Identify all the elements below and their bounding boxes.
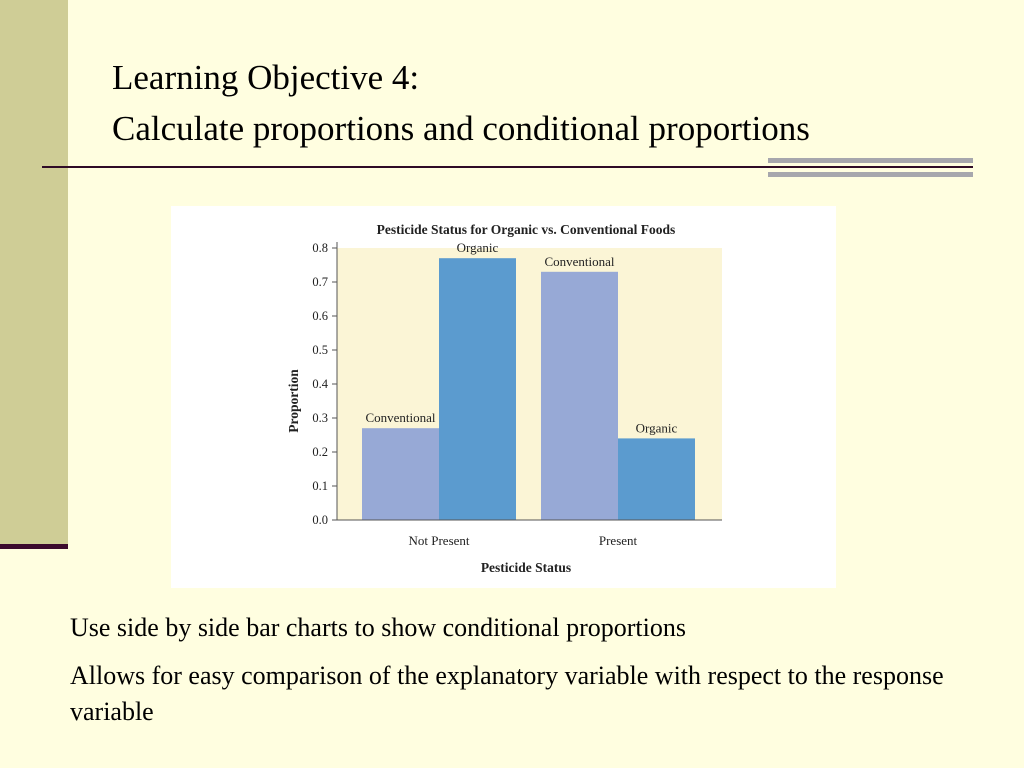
divider-accent-bottom <box>768 172 973 177</box>
slide-title: Learning Objective 4: Calculate proporti… <box>112 52 810 154</box>
bar-series-label: Conventional <box>365 410 435 425</box>
title-line-1: Learning Objective 4: <box>112 58 420 97</box>
bullet-list: Use side by side bar charts to show cond… <box>70 610 950 742</box>
x-tick-label: Present <box>599 533 638 548</box>
bullet-1: Use side by side bar charts to show cond… <box>70 613 686 642</box>
x-tick-label: Not Present <box>408 533 469 548</box>
bar-series-label: Organic <box>636 420 678 435</box>
y-axis-title: Proportion <box>286 369 301 433</box>
x-axis-title: Pesticide Status <box>481 560 571 575</box>
chart-title: Pesticide Status for Organic vs. Convent… <box>377 222 676 237</box>
sidebar-rule <box>0 544 68 549</box>
y-tick-label: 0.7 <box>312 275 328 289</box>
divider-accent-top <box>768 158 973 163</box>
y-tick-label: 0.3 <box>312 411 328 425</box>
bar-series-label: Organic <box>457 240 499 255</box>
y-tick-label: 0.1 <box>312 479 328 493</box>
y-tick-label: 0.0 <box>312 513 328 527</box>
title-line-2: Calculate proportions and conditional pr… <box>112 109 810 148</box>
sidebar-decoration <box>0 0 68 544</box>
y-tick-label: 0.6 <box>312 309 328 323</box>
title-divider <box>42 166 973 168</box>
bar-organic-present <box>618 438 695 520</box>
bullet-2: Allows for easy comparison of the explan… <box>70 661 944 726</box>
bar-chart: Conventional Organic Conventional Organic 0… <box>286 222 722 575</box>
y-tick-label: 0.8 <box>312 241 328 255</box>
bar-conventional-not-present <box>362 428 439 520</box>
bar-organic-not-present <box>439 258 516 520</box>
y-tick-label: 0.5 <box>312 343 328 357</box>
y-tick-label: 0.2 <box>312 445 328 459</box>
chart-container: Conventional Organic Conventional Organic 0… <box>171 206 836 588</box>
y-tick-label: 0.4 <box>312 377 328 391</box>
bar-conventional-present <box>541 271 618 520</box>
bar-series-label: Conventional <box>544 254 614 269</box>
